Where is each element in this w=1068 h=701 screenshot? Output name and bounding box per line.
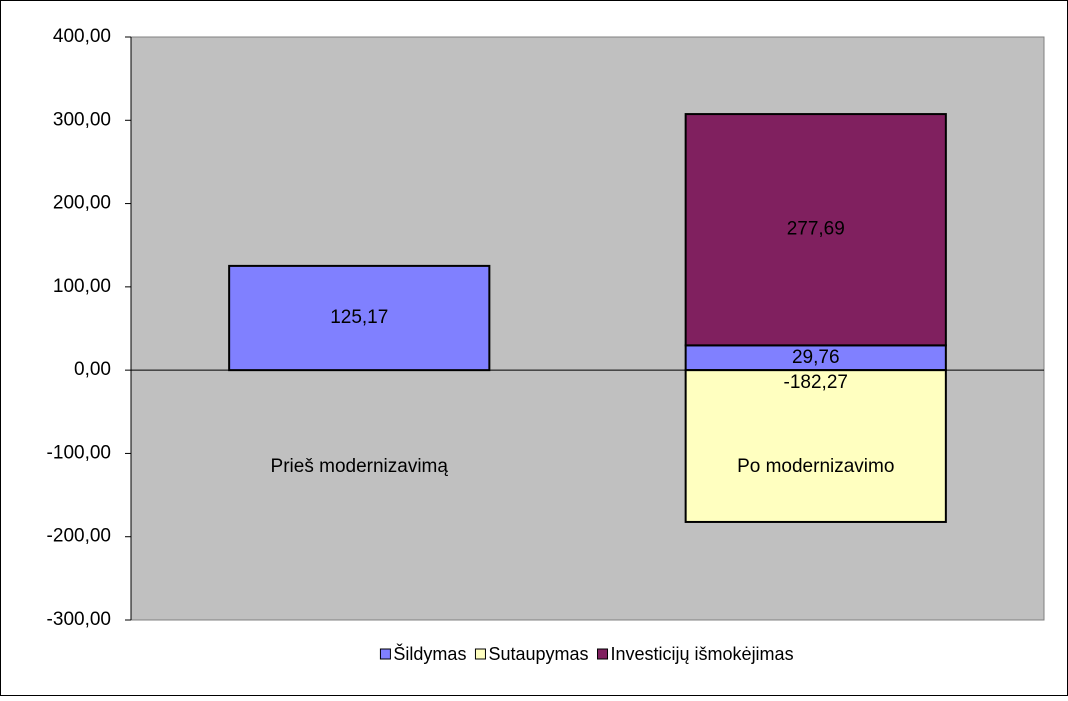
- data-label: 125,17: [330, 307, 388, 328]
- legend-label: Investicijų išmokėjimas: [611, 644, 794, 664]
- legend-swatch: [379, 648, 391, 660]
- bar-segment: [684, 369, 947, 523]
- data-label: -182,27: [784, 372, 848, 393]
- y-tick-label: 400,00: [53, 26, 111, 47]
- y-tick-label: -100,00: [47, 442, 111, 463]
- y-tick-label: -300,00: [47, 609, 111, 630]
- x-tick-label: Prieš modernizavimą: [271, 456, 449, 477]
- x-tick-label: Po modernizavimo: [737, 456, 894, 477]
- y-tick-label: 0,00: [74, 359, 111, 380]
- y-tick-label: 200,00: [53, 193, 111, 214]
- legend-swatch: [597, 648, 609, 660]
- data-label: 277,69: [787, 219, 845, 240]
- y-tick-label: 100,00: [53, 276, 111, 297]
- y-tick-label: -200,00: [47, 526, 111, 547]
- data-label: 29,76: [792, 347, 840, 368]
- legend-label: Šildymas: [393, 643, 466, 664]
- legend-swatch: [474, 648, 486, 660]
- y-tick-label: 300,00: [53, 109, 111, 130]
- legend-label: Sutaupymas: [488, 644, 588, 664]
- bar-segment: [684, 113, 947, 347]
